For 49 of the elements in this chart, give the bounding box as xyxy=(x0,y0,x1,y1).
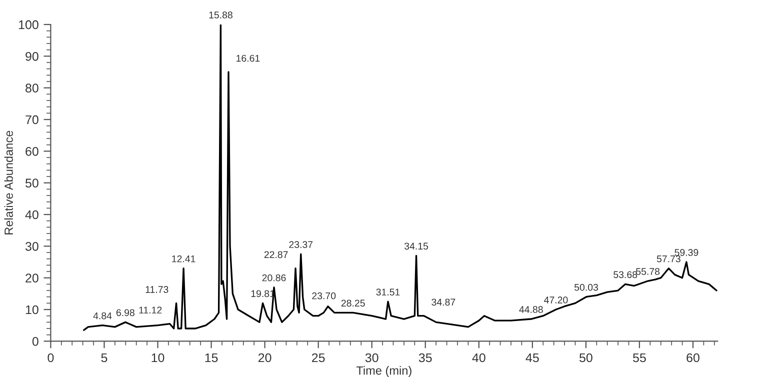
annotation: 55.78 xyxy=(636,268,660,275)
annotation: 12.41 xyxy=(172,255,196,262)
y-tick-label: 10 xyxy=(26,305,38,314)
y-tick-label: 20 xyxy=(26,274,38,282)
x-tick-label: 45 xyxy=(526,353,539,362)
annotation: 57.73 xyxy=(656,255,680,262)
annotation: 34.87 xyxy=(432,298,456,306)
annotation: 4.84 xyxy=(93,312,112,320)
y-tick-label: 50 xyxy=(25,178,38,188)
y-tick-label: 60 xyxy=(26,146,38,156)
annotation: 16.61 xyxy=(236,54,260,62)
annotation: 15.88 xyxy=(209,12,232,18)
x-tick-label: 40 xyxy=(472,353,486,362)
x-tick-label: 35 xyxy=(418,353,432,362)
x-tick-label: 30 xyxy=(365,353,378,362)
annotation: 28.25 xyxy=(341,300,365,307)
y-tick-label: 100 xyxy=(18,20,38,30)
y-tick-label: 40 xyxy=(25,210,38,220)
annotation: 11.12 xyxy=(139,306,162,314)
x-tick-label: 20 xyxy=(258,353,272,362)
y-tick-label: 70 xyxy=(26,115,38,124)
x-tick-label: 50 xyxy=(579,353,592,362)
y-tick-label: 0 xyxy=(32,336,38,346)
annotation: 22.87 xyxy=(264,251,288,258)
annotation: 23.70 xyxy=(312,292,336,300)
x-tick-label: 10 xyxy=(152,353,164,362)
annotation: 23.37 xyxy=(289,241,313,248)
annotation: 59.39 xyxy=(674,249,698,256)
y-tick-label: 90 xyxy=(26,52,38,61)
annotation: 6.98 xyxy=(116,309,134,316)
x-tick-label: 15 xyxy=(205,353,218,362)
y-axis-title: Relative Abundance xyxy=(4,130,13,234)
annotation: 53.68 xyxy=(614,271,638,278)
x-axis-title: Time (min) xyxy=(356,366,412,377)
annotation: 47.20 xyxy=(544,296,568,304)
x-tick-label: 0 xyxy=(48,353,54,362)
x-tick-label: 60 xyxy=(686,353,700,362)
annotation: 20.86 xyxy=(262,274,286,282)
annotation: 44.88 xyxy=(519,306,543,313)
y-tick-label: 30 xyxy=(25,242,38,251)
line-series xyxy=(83,24,718,331)
x-tick-label: 25 xyxy=(312,353,325,362)
y-tick-label: 80 xyxy=(26,84,38,92)
x-tick-label: 5 xyxy=(101,353,108,362)
annotation: 34.15 xyxy=(404,242,428,250)
annotation: 50.03 xyxy=(574,284,598,291)
annotation: 11.73 xyxy=(146,286,168,293)
annotation: 31.51 xyxy=(376,288,400,296)
x-tick-label: 55 xyxy=(633,353,646,362)
